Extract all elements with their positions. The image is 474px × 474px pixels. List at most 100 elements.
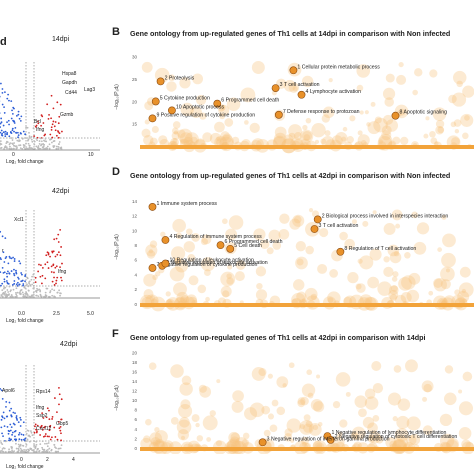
go-term-bubble xyxy=(433,278,447,292)
go-term-bubble xyxy=(458,427,472,440)
gene-point xyxy=(16,291,19,294)
go-term-bubble xyxy=(170,137,179,147)
x-tick-label: 4 xyxy=(72,457,75,463)
gene-point xyxy=(58,115,61,118)
gene-point xyxy=(22,421,25,424)
gene-point xyxy=(45,416,48,419)
go-term-bubble xyxy=(432,107,447,121)
gene-point xyxy=(40,124,43,127)
highlighted-go-term-2 xyxy=(156,77,165,86)
gene-point xyxy=(8,123,10,126)
go-term-bubble xyxy=(307,392,314,399)
go-term-bubble xyxy=(146,250,156,259)
go-term-bubble xyxy=(464,115,470,121)
gene-point xyxy=(49,290,52,292)
gene-point xyxy=(5,293,8,296)
gene-point xyxy=(46,261,49,264)
gene-point xyxy=(32,127,35,130)
gene-point xyxy=(8,143,11,146)
gene-point xyxy=(6,275,9,278)
gene-point xyxy=(54,121,57,123)
gene-point xyxy=(35,443,38,446)
volcano-plot-e xyxy=(0,365,100,454)
gene-point xyxy=(1,432,3,435)
gene-point xyxy=(30,430,32,432)
y-tick-label: 8 xyxy=(134,243,137,248)
go-term-bubble xyxy=(235,260,246,270)
go-term-bubble xyxy=(200,238,208,246)
go-term-label: 3 T cell activation xyxy=(280,82,320,88)
go-term-bubble xyxy=(374,116,382,124)
gene-point xyxy=(21,148,24,150)
go-term-label: 9 Positive regulation of cytokine produc… xyxy=(156,112,255,118)
go-term-bubble xyxy=(297,399,306,408)
gene-point xyxy=(56,438,59,441)
gene-point xyxy=(40,295,43,298)
go-term-bubble xyxy=(145,418,152,426)
go-term-label: 1 Negative regulation of lymphocyte diff… xyxy=(331,430,446,436)
gene-point xyxy=(15,137,17,140)
gene-point xyxy=(57,145,60,148)
gene-point xyxy=(41,282,43,285)
go-term-bubble xyxy=(429,130,436,138)
highlighted-go-term-10 xyxy=(161,259,170,268)
gene-point xyxy=(48,425,51,428)
go-term-bubble xyxy=(230,432,241,443)
go-term-bubble xyxy=(273,132,287,146)
go-term-bubble xyxy=(393,250,400,257)
gene-point xyxy=(36,289,39,292)
gene-point xyxy=(26,126,29,129)
go-term-bubble xyxy=(180,435,186,440)
go-term-bubble xyxy=(148,362,157,371)
gene-point xyxy=(17,443,20,446)
gene-point xyxy=(2,251,5,254)
go-term-bubble xyxy=(389,251,402,264)
go-bubble-chart-b: −log₁₀(Pₐdⱼ) 15 20 25 30 1 Cellular protein m… xyxy=(114,55,474,154)
gene-point xyxy=(49,438,52,441)
go-term-bubble xyxy=(170,364,184,378)
gene-point xyxy=(22,130,25,133)
gene-point xyxy=(43,143,46,146)
gene-point xyxy=(59,425,62,428)
gene-point xyxy=(32,281,35,284)
go-term-label: 8 Regulation of T cell activation xyxy=(344,246,416,252)
go-term-bubble xyxy=(216,379,221,384)
go-term-bubble xyxy=(400,292,412,304)
go-term-bubble xyxy=(179,416,190,428)
gene-point xyxy=(51,294,54,297)
gene-point xyxy=(16,139,19,142)
gene-point xyxy=(35,124,38,127)
go-term-bubble xyxy=(295,241,306,252)
gene-point xyxy=(0,450,2,453)
go-term-bubble xyxy=(292,214,305,227)
go-term-bubble xyxy=(143,435,151,443)
gene-point xyxy=(10,415,13,418)
gene-point xyxy=(12,411,15,414)
go-term-bubble xyxy=(416,222,430,235)
go-term-bubble xyxy=(329,269,338,278)
go-term-bubble xyxy=(306,369,313,376)
gene-point xyxy=(55,237,58,240)
gene-point xyxy=(11,129,14,132)
go-term-bubble xyxy=(367,276,379,289)
gene-point xyxy=(15,442,17,445)
go-term-bubble xyxy=(437,247,443,252)
highlighted-go-term-2 xyxy=(326,436,335,444)
volcano-gene-label: Gzmb xyxy=(60,112,74,118)
go-term-bubble xyxy=(188,275,199,286)
go-term-bubble xyxy=(258,368,267,377)
gene-point xyxy=(8,135,11,138)
gene-point xyxy=(10,294,13,297)
go-term-bubble xyxy=(381,125,392,136)
gene-point xyxy=(8,409,11,412)
go-term-bubble xyxy=(445,268,450,273)
gene-point xyxy=(39,275,42,278)
gene-point xyxy=(32,296,35,298)
gene-point xyxy=(51,251,54,254)
go-term-bubble xyxy=(444,365,454,374)
gene-point xyxy=(15,283,18,286)
gene-point xyxy=(57,122,60,125)
panel-letter-d: D xyxy=(112,166,120,178)
gene-point xyxy=(60,432,62,435)
go-term-bubble xyxy=(429,69,438,78)
